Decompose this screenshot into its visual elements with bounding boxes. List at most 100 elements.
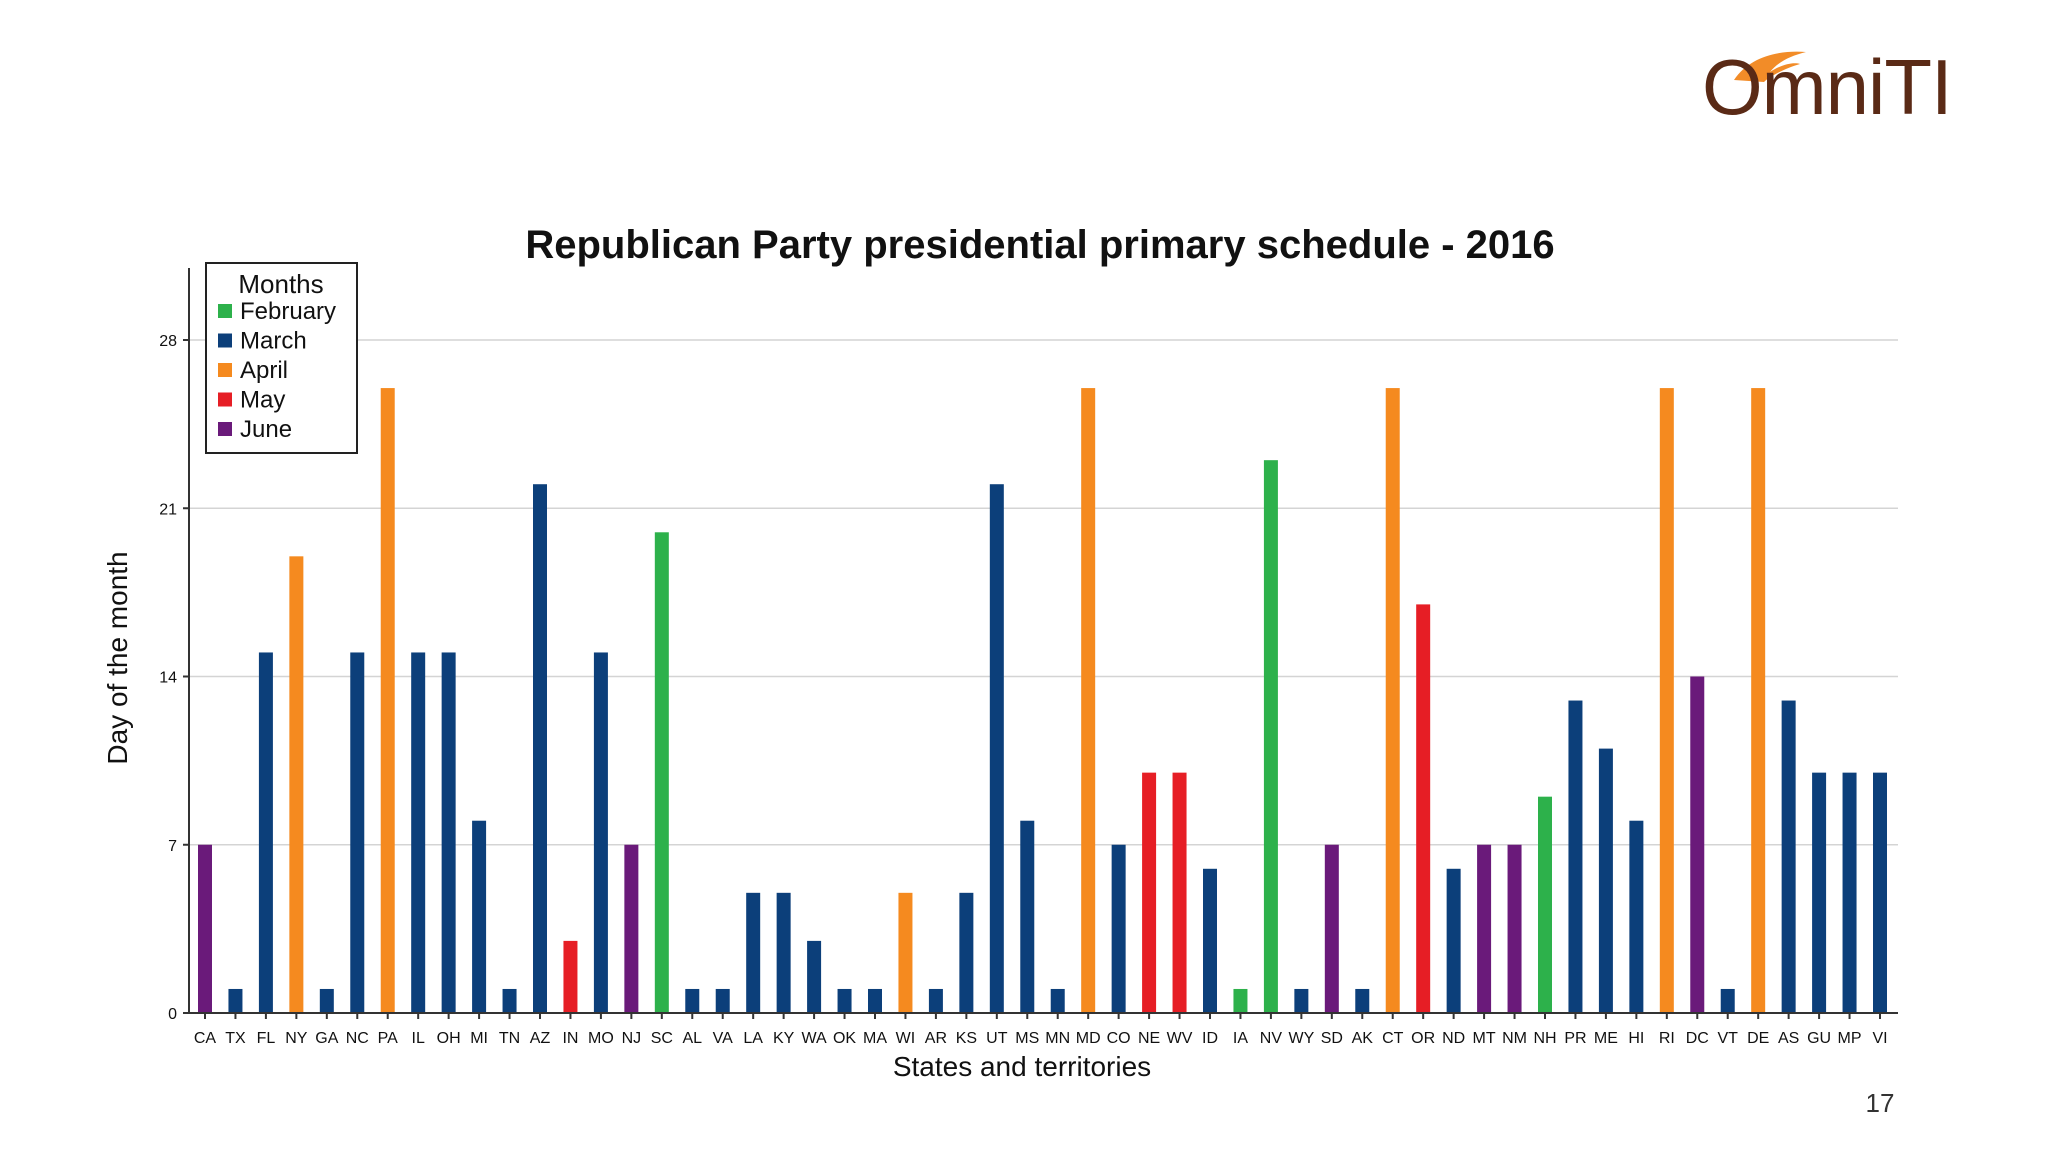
- bar-in: [563, 940, 578, 1013]
- bar-nv: [1263, 460, 1278, 1013]
- bar-la: [746, 892, 761, 1013]
- x-tick-label: VI: [1872, 1030, 1887, 1047]
- bar-ia: [1233, 988, 1248, 1013]
- bar-nh: [1538, 796, 1552, 1013]
- bar-de: [1751, 388, 1766, 1014]
- x-tick-label: VA: [713, 1030, 733, 1047]
- x-tick-label: HI: [1628, 1030, 1644, 1047]
- x-tick-label: AS: [1778, 1030, 1799, 1047]
- bar-oh: [441, 652, 456, 1013]
- x-tick-label: WA: [801, 1030, 827, 1047]
- legend-label-june: June: [240, 416, 292, 443]
- x-tick-label: IL: [412, 1030, 425, 1047]
- x-tick-label: IN: [562, 1030, 578, 1047]
- bar-al: [685, 988, 700, 1013]
- bar-va: [715, 988, 730, 1013]
- bar-ri: [1659, 388, 1674, 1014]
- bar-ky: [776, 892, 791, 1013]
- bars: [198, 388, 1887, 1014]
- x-tick-label: AK: [1352, 1030, 1374, 1047]
- x-tick-label: DC: [1686, 1030, 1709, 1047]
- x-tick-label: PA: [378, 1030, 398, 1047]
- x-tick-label: MP: [1838, 1030, 1862, 1047]
- x-tick-label: SC: [651, 1030, 673, 1047]
- bar-wy: [1294, 988, 1309, 1013]
- y-tick-label: 7: [168, 838, 177, 855]
- bar-sc: [654, 532, 669, 1013]
- x-tick-label: DE: [1747, 1030, 1769, 1047]
- x-tick-label: OH: [437, 1030, 461, 1047]
- chart-title: Republican Party presidential primary sc…: [525, 223, 1554, 267]
- bar-az: [533, 484, 547, 1013]
- x-tick-label: WY: [1288, 1030, 1314, 1047]
- legend-box: [205, 262, 358, 454]
- bar-vi: [1873, 772, 1887, 1013]
- bar-ny: [289, 556, 304, 1013]
- bar-wa: [807, 940, 822, 1013]
- bar-ms: [1020, 820, 1035, 1013]
- x-tick-label: TX: [225, 1030, 246, 1047]
- x-tick-label: VT: [1718, 1030, 1739, 1047]
- y-tick-label: 14: [159, 670, 177, 687]
- bar-or: [1416, 604, 1431, 1013]
- legend-label-march: March: [240, 328, 307, 355]
- x-tick-label: MA: [863, 1030, 887, 1047]
- y-ticks: 0 7 14 21 28: [159, 333, 189, 1023]
- x-tick-label: WV: [1167, 1030, 1193, 1047]
- bar-hi: [1629, 820, 1644, 1013]
- legend-swatch-june: [218, 422, 232, 436]
- bar-ct: [1385, 388, 1400, 1014]
- x-tick-label: PR: [1564, 1030, 1586, 1047]
- x-ticks: CA TX FL NY GA NC PA IL OH MI TN AZ IN MO NJ SC AL VA LA KY…: [194, 1013, 1888, 1047]
- x-tick-label: AZ: [530, 1030, 551, 1047]
- bar-md: [1081, 388, 1096, 1014]
- bar-nm: [1507, 844, 1522, 1013]
- bar-mt: [1477, 844, 1492, 1013]
- x-tick-label: RI: [1659, 1030, 1675, 1047]
- y-tick-label: 28: [159, 333, 177, 350]
- x-tick-label: FL: [257, 1030, 276, 1047]
- x-tick-label: OR: [1411, 1030, 1435, 1047]
- legend-swatch-march: [218, 333, 232, 348]
- x-tick-label: ID: [1202, 1030, 1218, 1047]
- bar-as: [1781, 700, 1796, 1013]
- legend-swatch-april: [218, 363, 232, 377]
- x-tick-label: GA: [315, 1030, 338, 1047]
- x-tick-label: WI: [896, 1030, 916, 1047]
- bar-sd: [1324, 844, 1339, 1013]
- bar-ak: [1355, 988, 1370, 1013]
- bar-ne: [1142, 772, 1157, 1013]
- bar-ma: [868, 988, 882, 1013]
- bar-pr: [1568, 700, 1583, 1013]
- bar-gu: [1812, 772, 1827, 1013]
- x-axis-label: States and territories: [893, 1051, 1151, 1082]
- x-tick-label: LA: [743, 1030, 763, 1047]
- x-tick-label: CT: [1382, 1030, 1404, 1047]
- x-tick-label: MO: [588, 1030, 614, 1047]
- bar-mi: [472, 820, 487, 1013]
- x-tick-label: NE: [1138, 1030, 1160, 1047]
- bar-nc: [350, 652, 365, 1013]
- bar-ar: [928, 988, 943, 1013]
- legend-label-february: February: [240, 298, 336, 325]
- x-tick-label: AR: [925, 1030, 947, 1047]
- y-axis-label: Day of the month: [102, 551, 133, 764]
- x-tick-label: GU: [1807, 1030, 1831, 1047]
- x-tick-label: NM: [1502, 1030, 1527, 1047]
- logo-wordmark: OmniTI: [1702, 43, 1953, 131]
- x-tick-label: AL: [682, 1030, 702, 1047]
- bar-ca: [198, 844, 212, 1013]
- legend-label-april: April: [240, 357, 288, 384]
- x-tick-label: MN: [1045, 1030, 1070, 1047]
- x-tick-label: IA: [1233, 1030, 1248, 1047]
- bar-me: [1598, 748, 1613, 1013]
- x-tick-label: NY: [285, 1030, 308, 1047]
- bar-vt: [1720, 988, 1735, 1013]
- bar-pa: [380, 388, 395, 1014]
- flame-icon: [1734, 51, 1806, 82]
- x-tick-label: MT: [1473, 1030, 1496, 1047]
- x-tick-label: ND: [1442, 1030, 1465, 1047]
- bar-id: [1203, 868, 1217, 1013]
